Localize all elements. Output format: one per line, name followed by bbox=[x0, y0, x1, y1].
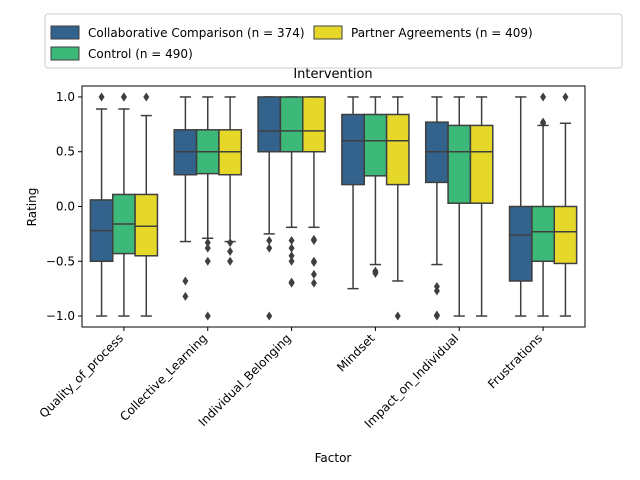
outlier-point bbox=[227, 256, 234, 266]
box bbox=[134, 193, 159, 257]
legend-swatch bbox=[313, 25, 343, 40]
box bbox=[363, 113, 388, 177]
legend-frame bbox=[44, 13, 623, 69]
x-tick-label: Frustrations bbox=[485, 331, 545, 391]
outlier-point bbox=[98, 92, 105, 102]
outlier-point bbox=[310, 235, 317, 245]
outlier-point bbox=[266, 235, 273, 245]
outlier-point bbox=[372, 268, 379, 278]
outlier-point bbox=[288, 243, 295, 253]
outlier-point bbox=[204, 243, 211, 253]
outlier-point bbox=[266, 311, 273, 321]
outlier-point bbox=[562, 92, 569, 102]
y-tick-label: 0.0 bbox=[56, 200, 75, 214]
y-tick-label: 0.5 bbox=[56, 145, 75, 159]
x-tick-label: Impact_on_Individual bbox=[362, 331, 462, 431]
y-tick-label: 1.0 bbox=[56, 90, 75, 104]
legend-label: Collaborative Comparison (n = 374) bbox=[88, 26, 305, 40]
x-tick-label: Collective_Learning bbox=[117, 331, 210, 424]
box bbox=[531, 205, 556, 263]
legend-label: Control (n = 490) bbox=[88, 47, 193, 61]
outlier-point bbox=[394, 311, 401, 321]
outlier-point bbox=[182, 291, 189, 301]
box bbox=[553, 205, 578, 265]
outlier-point bbox=[310, 278, 317, 288]
box bbox=[508, 205, 533, 282]
outlier-point bbox=[204, 311, 211, 321]
outlier-point bbox=[540, 118, 547, 128]
y-axis-label: Rating bbox=[25, 188, 39, 227]
outlier-point bbox=[288, 251, 295, 261]
outlier-point bbox=[227, 246, 234, 256]
outlier-point bbox=[540, 92, 547, 102]
x-tick-label: Quality_of_process bbox=[37, 331, 126, 420]
box bbox=[447, 124, 472, 204]
box bbox=[469, 124, 494, 204]
plot-area: Quality_of_processCollective_LearningInd… bbox=[37, 85, 586, 431]
outlier-point bbox=[182, 276, 189, 286]
box bbox=[257, 96, 282, 153]
legend-label: Partner Agreements (n = 409) bbox=[351, 26, 533, 40]
box bbox=[385, 113, 410, 186]
box bbox=[279, 96, 304, 153]
outlier-point bbox=[433, 286, 440, 296]
outlier-point bbox=[310, 269, 317, 279]
legend: Collaborative Comparison (n = 374) Contro… bbox=[44, 13, 623, 69]
outlier-point bbox=[120, 92, 127, 102]
y-tick-label: −1.0 bbox=[46, 309, 75, 323]
x-axis-label: Factor bbox=[315, 451, 352, 465]
outlier-point bbox=[143, 92, 150, 102]
x-tick-label: Mindset bbox=[334, 331, 378, 375]
legend-swatch bbox=[50, 25, 80, 40]
outlier-point bbox=[310, 257, 317, 267]
chart-title: Intervention bbox=[293, 67, 372, 82]
outlier-point bbox=[204, 256, 211, 266]
box bbox=[341, 113, 365, 186]
y-tick-label: −0.5 bbox=[46, 254, 75, 268]
legend-swatch bbox=[50, 46, 80, 61]
plot-frame bbox=[81, 85, 586, 328]
box bbox=[302, 96, 326, 153]
outlier-point bbox=[288, 256, 295, 266]
outlier-point bbox=[433, 311, 440, 321]
outlier-point bbox=[288, 235, 295, 245]
outlier-point bbox=[288, 278, 295, 288]
outlier-point bbox=[266, 243, 273, 253]
outlier-point bbox=[204, 238, 211, 248]
outlier-point bbox=[227, 238, 234, 248]
x-tick-label: Individual_Belonging bbox=[196, 331, 294, 429]
